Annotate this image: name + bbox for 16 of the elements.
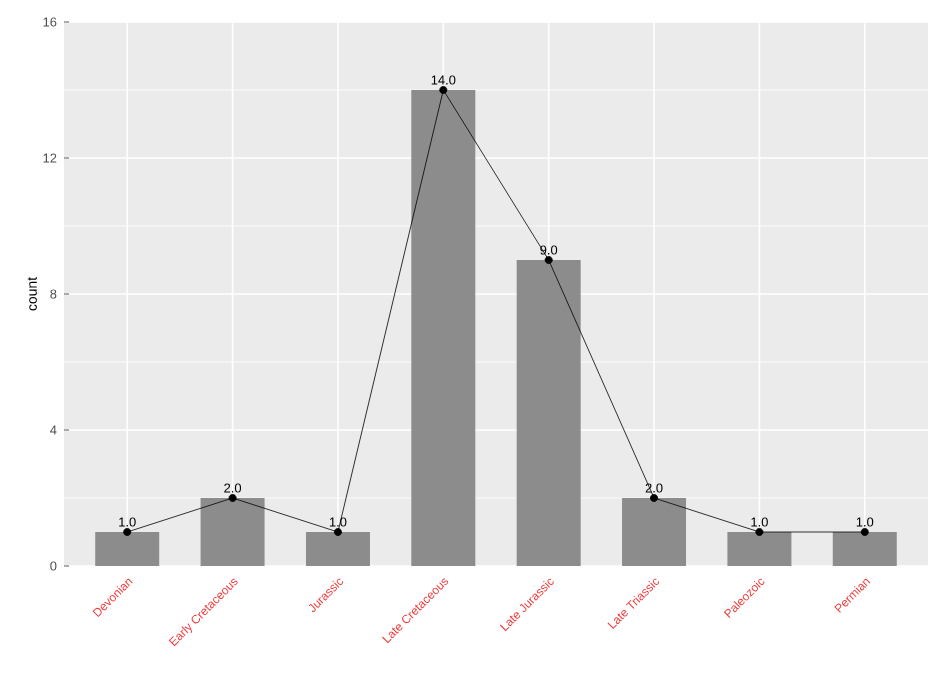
point [544, 255, 553, 264]
point [228, 494, 237, 502]
bar [516, 259, 581, 566]
bar [622, 498, 687, 566]
bar [832, 532, 897, 566]
point [650, 494, 659, 502]
bar [200, 498, 265, 566]
point [123, 528, 132, 536]
bar [95, 532, 160, 566]
point [333, 528, 342, 536]
point [860, 528, 869, 536]
bar [305, 532, 370, 566]
point [439, 85, 448, 94]
point [755, 528, 764, 536]
bar [727, 532, 792, 566]
bar [411, 89, 476, 566]
